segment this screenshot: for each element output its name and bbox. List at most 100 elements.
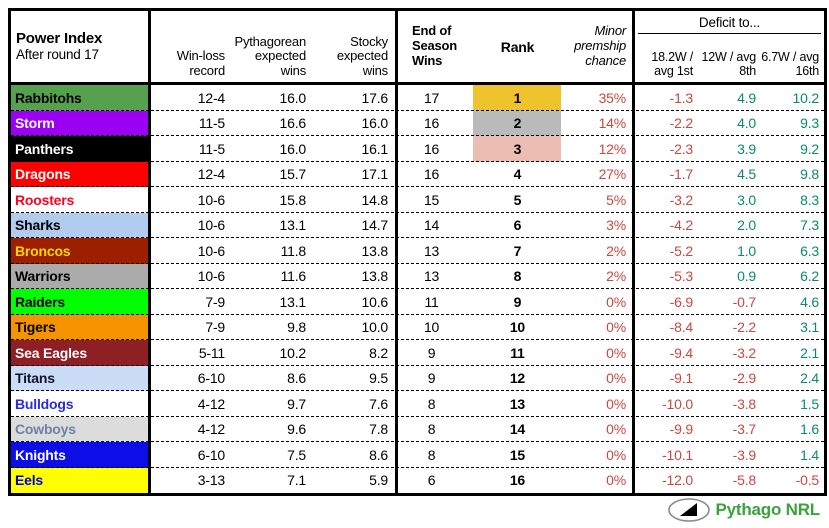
deficit-16th-value: 8.3: [800, 191, 819, 208]
rank-box: 5: [513, 191, 522, 208]
table-row: Bulldogs 4-12 9.7 7.6 8 13 0% -10.0 -3.8…: [11, 390, 824, 417]
rank-box: 15: [509, 446, 526, 463]
end-of-season-wins-value: 11: [424, 293, 439, 310]
end-of-season-wins-value: 8: [427, 446, 436, 463]
stocky-value: 13.8: [361, 268, 389, 285]
win-loss-value: 10-6: [197, 268, 225, 285]
table-row: Eels 3-13 7.1 5.9 6 16 0% -12.0 -5.8 -0.…: [11, 466, 824, 493]
win-loss-value: 6-10: [197, 446, 225, 463]
team-cell: Eels: [11, 467, 148, 493]
deficit-8th-value: -0.7: [732, 293, 757, 310]
stocky-value: 9.5: [369, 370, 388, 387]
stocky-value: 13.8: [361, 242, 389, 259]
deficit-1st-value: -12.0: [662, 472, 693, 489]
win-loss-value: 5-11: [198, 344, 225, 361]
end-of-season-wins-value: 16: [423, 166, 440, 183]
end-of-season-wins-value: 8: [427, 395, 436, 412]
win-loss-value: 6-10: [197, 370, 225, 387]
deficit-1st-value: -5.3: [669, 268, 694, 285]
win-loss-value: 11-5: [198, 140, 225, 157]
pie-triangle-logo-icon: [668, 498, 711, 522]
minor-premship-chance-value: 27%: [598, 166, 627, 183]
end-of-season-wins-value: 13: [423, 268, 440, 285]
minor-premship-chance-value: 0%: [606, 319, 626, 336]
pythagorean-value: 15.8: [279, 191, 307, 208]
deficit-subheaders: 18.2W / avg 1st 12W / avg 8th 6.7W / avg…: [635, 34, 824, 82]
end-of-season-wins-value: 9: [427, 370, 436, 387]
pythagorean-value: 11.8: [280, 242, 307, 259]
table-row: Tigers 7-9 9.8 10.0 10 10 0% -8.4 -2.2 3…: [11, 313, 824, 340]
end-of-season-wins-value: 16: [423, 115, 440, 132]
minor-premship-chance-value: 0%: [606, 421, 626, 438]
table-row: Raiders 7-9 13.1 10.6 11 9 0% -6.9 -0.7 …: [11, 288, 824, 315]
rank-box: 4: [513, 166, 522, 183]
win-loss-value: 10-6: [197, 217, 225, 234]
team-cell: Tigers: [11, 314, 148, 340]
rank-box: 14: [509, 421, 526, 438]
deficit-16th-value: 2.4: [800, 370, 819, 387]
minor-premship-chance-value: 0%: [606, 293, 626, 310]
pythagorean-value: 13.1: [279, 293, 307, 310]
col-header-stocky: Stocky expected wins: [336, 34, 388, 78]
header-group-season: End of Season Wins Rank Minor premship c…: [398, 11, 635, 82]
deficit-8th-value: -3.7: [732, 421, 757, 438]
table-row: Titans 6-10 8.6 9.5 9 12 0% -9.1 -2.9 2.…: [11, 364, 824, 391]
minor-premship-chance-value: 3%: [606, 217, 626, 234]
table-row: Sharks 10-6 13.1 14.7 14 6 3% -4.2 2.0 7…: [11, 211, 824, 238]
stocky-value: 17.1: [361, 166, 389, 183]
table-row: Knights 6-10 7.5 8.6 8 15 0% -10.1 -3.9 …: [11, 441, 824, 468]
team-cell: Dragons: [11, 161, 148, 187]
win-loss-value: 11-5: [198, 115, 225, 132]
deficit-8th-value: 4.5: [737, 166, 756, 183]
pythagorean-value: 15.7: [279, 166, 307, 183]
col-header-deficit-1st: 18.2W / avg 1st: [651, 50, 693, 78]
table-title: Power Index: [16, 30, 103, 48]
deficit-divider: [638, 33, 821, 34]
deficit-1st-value: -6.9: [669, 293, 694, 310]
pythagorean-value: 16.0: [279, 89, 307, 106]
col-header-pythagorean: Pythagorean expected wins: [234, 34, 306, 78]
end-of-season-wins-value: 10: [423, 319, 440, 336]
stocky-value: 7.6: [369, 395, 388, 412]
rank-box: 16: [509, 472, 526, 489]
end-of-season-wins-value: 13: [423, 242, 440, 259]
col-header-win-loss: Win-loss record: [176, 48, 225, 78]
col-header-deficit-to: Deficit to...: [698, 15, 761, 30]
rank-box: 2: [473, 110, 562, 136]
col-header-deficit-16th: 6.7W / avg 16th: [761, 50, 819, 78]
win-loss-value: 10-6: [197, 191, 225, 208]
deficit-8th-value: 4.0: [737, 115, 756, 132]
deficit-1st-value: -4.2: [669, 217, 694, 234]
stocky-value: 16.1: [361, 140, 389, 157]
stocky-value: 17.6: [361, 89, 389, 106]
stocky-value: 5.9: [369, 472, 388, 489]
deficit-16th-value: 1.5: [800, 395, 819, 412]
deficit-8th-value: -3.8: [732, 395, 757, 412]
deficit-16th-value: 6.2: [800, 268, 819, 285]
deficit-16th-value: 6.3: [800, 242, 819, 259]
rank-box: 12: [509, 370, 526, 387]
rank-box: 10: [509, 319, 526, 336]
pythagorean-value: 8.6: [287, 370, 306, 387]
table-row: Broncos 10-6 11.8 13.8 13 7 2% -5.2 1.0 …: [11, 237, 824, 264]
deficit-1st-value: -9.9: [669, 421, 694, 438]
minor-premship-chance-value: 0%: [606, 344, 626, 361]
deficit-1st-value: -1.3: [669, 89, 694, 106]
stocky-value: 14.8: [361, 191, 389, 208]
team-cell: Rabbitohs: [11, 85, 148, 111]
table-row: Rabbitohs 12-4 16.0 17.6 17 1 35% -1.3 4…: [11, 85, 824, 111]
table-header: Power Index After round 17 Win-loss reco…: [11, 11, 824, 85]
stocky-value: 14.7: [361, 217, 389, 234]
deficit-1st-value: -3.2: [669, 191, 694, 208]
header-power-index: Power Index After round 17: [11, 11, 151, 82]
deficit-16th-value: 4.6: [800, 293, 819, 310]
win-loss-value: 12-4: [197, 166, 225, 183]
deficit-8th-value: -2.9: [732, 370, 757, 387]
rank-box: 1: [473, 85, 562, 111]
minor-premship-chance-value: 0%: [606, 395, 626, 412]
minor-premship-chance-value: 0%: [606, 472, 626, 489]
deficit-8th-value: 3.0: [737, 191, 756, 208]
deficit-8th-value: 3.9: [737, 140, 756, 157]
deficit-8th-value: 4.9: [737, 89, 756, 106]
pythagorean-value: 10.2: [279, 344, 307, 361]
